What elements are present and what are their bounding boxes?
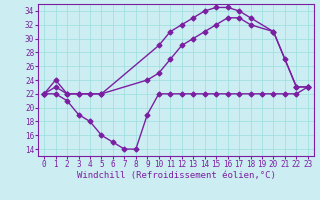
X-axis label: Windchill (Refroidissement éolien,°C): Windchill (Refroidissement éolien,°C): [76, 171, 276, 180]
